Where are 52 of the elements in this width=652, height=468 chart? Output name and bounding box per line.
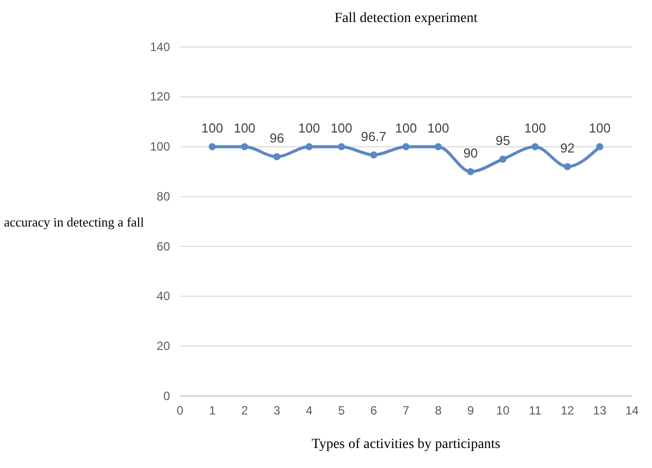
point — [532, 143, 539, 150]
x-tick-label: 14 — [625, 404, 639, 418]
x-tick-label: 12 — [560, 404, 574, 418]
point — [273, 153, 280, 160]
x-tick-label: 0 — [176, 404, 184, 418]
x-tick-label: 8 — [434, 404, 442, 418]
x-tick-label: 1 — [208, 404, 216, 418]
point — [434, 143, 442, 150]
point — [241, 143, 248, 150]
data-label: 100 — [588, 120, 611, 136]
x-tick-label: 11 — [528, 404, 542, 418]
y-tick-label: 60 — [156, 239, 170, 254]
x-tick-label: 4 — [306, 404, 313, 418]
data-label: 100 — [201, 120, 224, 136]
x-tick-label: 7 — [402, 404, 410, 418]
data-label: 90 — [463, 146, 478, 161]
y-tick-label: 140 — [150, 40, 170, 54]
x-tick-label: 6 — [370, 404, 378, 418]
data-label: 95 — [496, 133, 510, 148]
point — [564, 163, 571, 170]
y-tick-label: 120 — [150, 90, 170, 104]
data-label: 100 — [234, 120, 256, 136]
x-tick-label: 3 — [274, 404, 281, 418]
x-axis-title: Types of activities by participants — [312, 437, 500, 452]
x-tick-label: 10 — [496, 404, 510, 418]
y-tick-label: 0 — [163, 388, 170, 403]
point — [596, 143, 604, 150]
chart-title: Fall detection experiment — [334, 11, 478, 26]
point — [467, 168, 474, 176]
y-tick-label: 80 — [156, 189, 170, 204]
point — [306, 143, 313, 150]
y-tick-label: 40 — [156, 289, 170, 304]
x-tick-label: 5 — [338, 404, 346, 418]
point — [370, 151, 378, 158]
data-label: 100 — [395, 120, 417, 136]
data-label: 100 — [298, 120, 320, 136]
data-label: 92 — [560, 140, 575, 156]
point — [499, 156, 506, 163]
point — [338, 143, 345, 150]
x-tick-label: 13 — [593, 404, 607, 418]
y-tick-label: 100 — [150, 140, 170, 154]
data-label: 100 — [427, 120, 450, 136]
y-tick-label: 20 — [156, 338, 170, 353]
point — [402, 143, 410, 150]
x-tick-label: 2 — [241, 404, 248, 418]
data-label: 100 — [524, 120, 546, 136]
x-tick-label: 9 — [467, 404, 474, 418]
y-axis-title: accuracy in detecting a fall — [4, 214, 144, 230]
data-label: 96 — [270, 130, 284, 146]
data-label: 100 — [330, 120, 352, 136]
point — [208, 143, 216, 150]
data-label: 96.7 — [361, 128, 386, 144]
